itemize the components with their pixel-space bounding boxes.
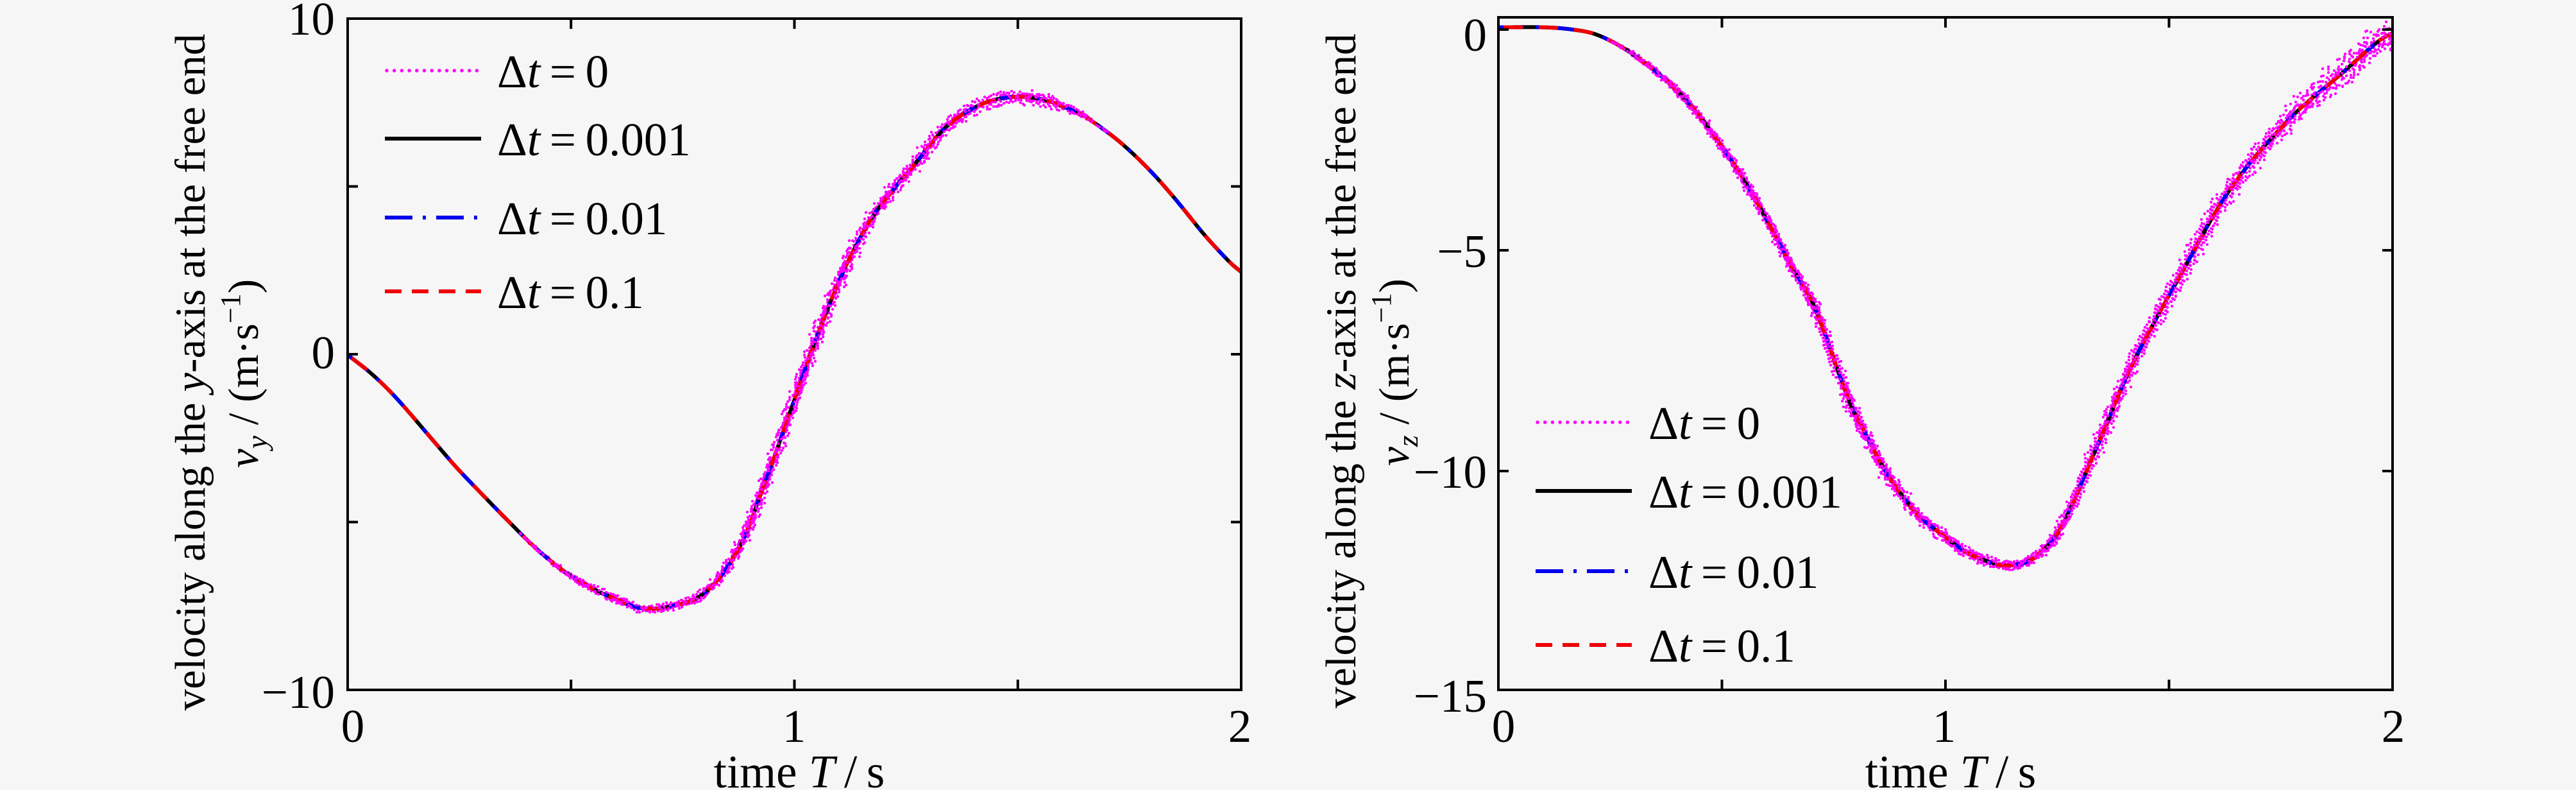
svg-text:Δt = 0: Δt = 0 xyxy=(497,46,609,98)
svg-text:Δt = 0.1: Δt = 0.1 xyxy=(497,266,644,318)
svg-text:Δt = 0: Δt = 0 xyxy=(1648,397,1760,449)
svg-text:vz / (m·s−1): vz / (m·s−1) xyxy=(1366,279,1424,466)
svg-text:time T / s: time T / s xyxy=(714,746,885,790)
svg-text:−10: −10 xyxy=(1414,446,1487,498)
svg-text:2: 2 xyxy=(2382,700,2405,752)
svg-text:velocity along the z-axis at t: velocity along the z-axis at the free en… xyxy=(1318,33,1365,708)
svg-text:−5: −5 xyxy=(1437,225,1487,277)
svg-text:1: 1 xyxy=(783,700,806,752)
svg-text:Δt = 0.001: Δt = 0.001 xyxy=(1648,466,1842,518)
svg-text:0: 0 xyxy=(341,700,365,752)
svg-text:−15: −15 xyxy=(1414,670,1487,722)
svg-text:Δt = 0.01: Δt = 0.01 xyxy=(1648,546,1818,598)
svg-text:2: 2 xyxy=(1228,700,1252,752)
svg-text:time T / s: time T / s xyxy=(1865,746,2037,790)
svg-text:0: 0 xyxy=(1464,9,1487,61)
svg-text:1: 1 xyxy=(1933,700,1956,752)
svg-text:0: 0 xyxy=(312,327,335,379)
svg-text:−10: −10 xyxy=(262,666,335,718)
svg-text:Δt = 0.001: Δt = 0.001 xyxy=(497,114,691,166)
svg-text:Δt = 0.1: Δt = 0.1 xyxy=(1648,620,1795,672)
svg-text:Δt = 0.01: Δt = 0.01 xyxy=(497,193,667,245)
svg-text:vy / (m·s−1): vy / (m·s−1) xyxy=(215,279,273,468)
svg-text:velocity along the y-axis at t: velocity along the y-axis at the free en… xyxy=(167,34,214,711)
svg-text:10: 10 xyxy=(288,0,335,45)
svg-text:0: 0 xyxy=(1492,700,1516,752)
